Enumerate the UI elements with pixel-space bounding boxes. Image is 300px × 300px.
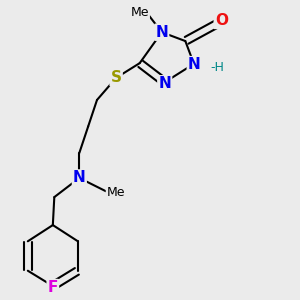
Text: Me: Me: [107, 186, 125, 199]
Text: -H: -H: [210, 61, 224, 74]
Text: N: N: [155, 25, 168, 40]
Text: F: F: [48, 280, 58, 295]
Text: Me: Me: [130, 6, 149, 19]
Text: N: N: [188, 57, 200, 72]
Text: O: O: [215, 13, 228, 28]
Text: N: N: [158, 76, 171, 91]
Text: S: S: [111, 70, 122, 86]
Text: N: N: [73, 170, 86, 185]
